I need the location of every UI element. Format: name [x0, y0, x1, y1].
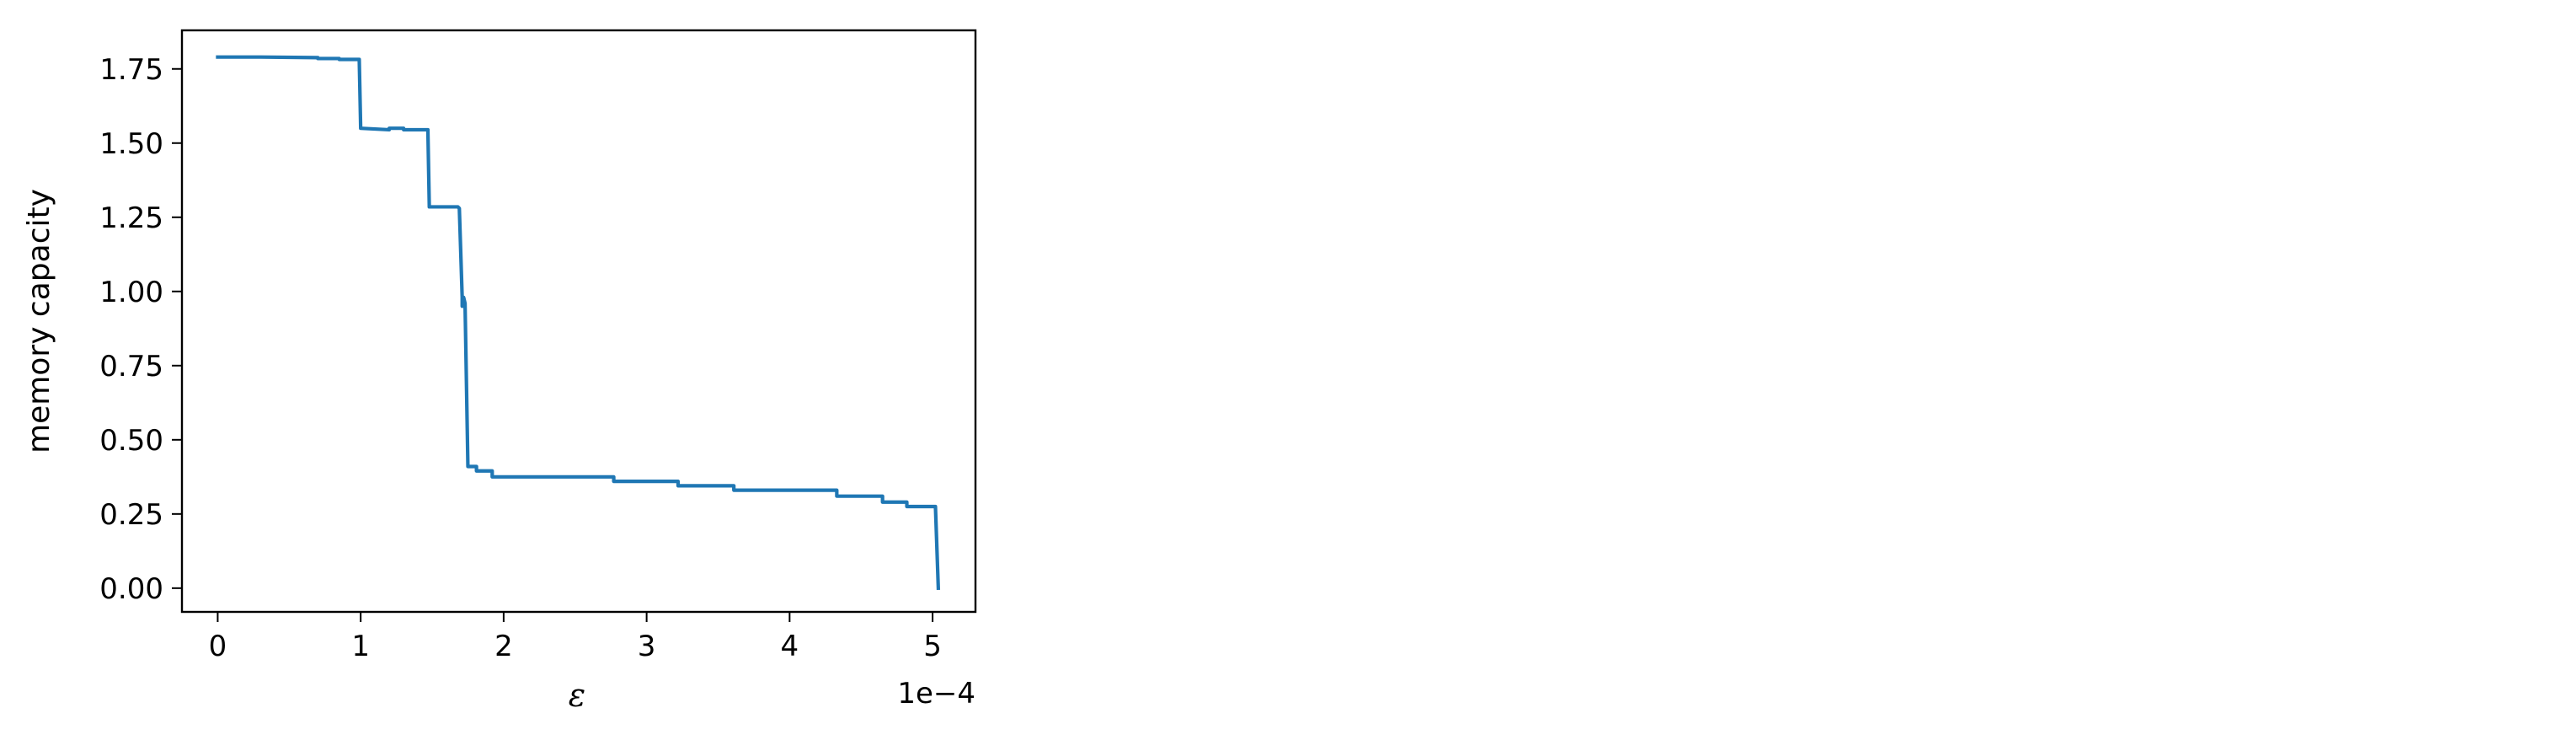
x-tick-label: 5 [923, 630, 942, 663]
y-tick-label: 1.75 [99, 53, 163, 87]
x-tick-label: 4 [781, 630, 799, 663]
y-tick-label: 1.25 [99, 201, 163, 235]
y-tick-label: 0.00 [99, 572, 163, 606]
x-axis: 0 1 2 3 4 5 [209, 612, 942, 663]
x-tick-label: 1 [351, 630, 370, 663]
y-axis-label: memory capacity [22, 189, 56, 453]
x-axis-label: ε [569, 677, 585, 714]
y-tick-label: 0.75 [99, 350, 163, 383]
x-tick-label: 3 [638, 630, 656, 663]
y-tick-label: 0.50 [99, 424, 163, 458]
x-axis-offset-label: 1e−4 [897, 677, 975, 711]
plot-frame [180, 29, 977, 614]
x-tick-label: 2 [494, 630, 513, 663]
x-tick-label: 0 [209, 630, 227, 663]
y-tick-label: 1.50 [99, 127, 163, 161]
y-axis: 0.00 0.25 0.50 0.75 1.00 1.25 1.50 1.75 [99, 53, 182, 606]
plot-layer [216, 55, 941, 591]
y-tick-label: 1.00 [99, 276, 163, 309]
y-tick-label: 0.25 [99, 498, 163, 532]
series-line-0 [216, 55, 941, 591]
